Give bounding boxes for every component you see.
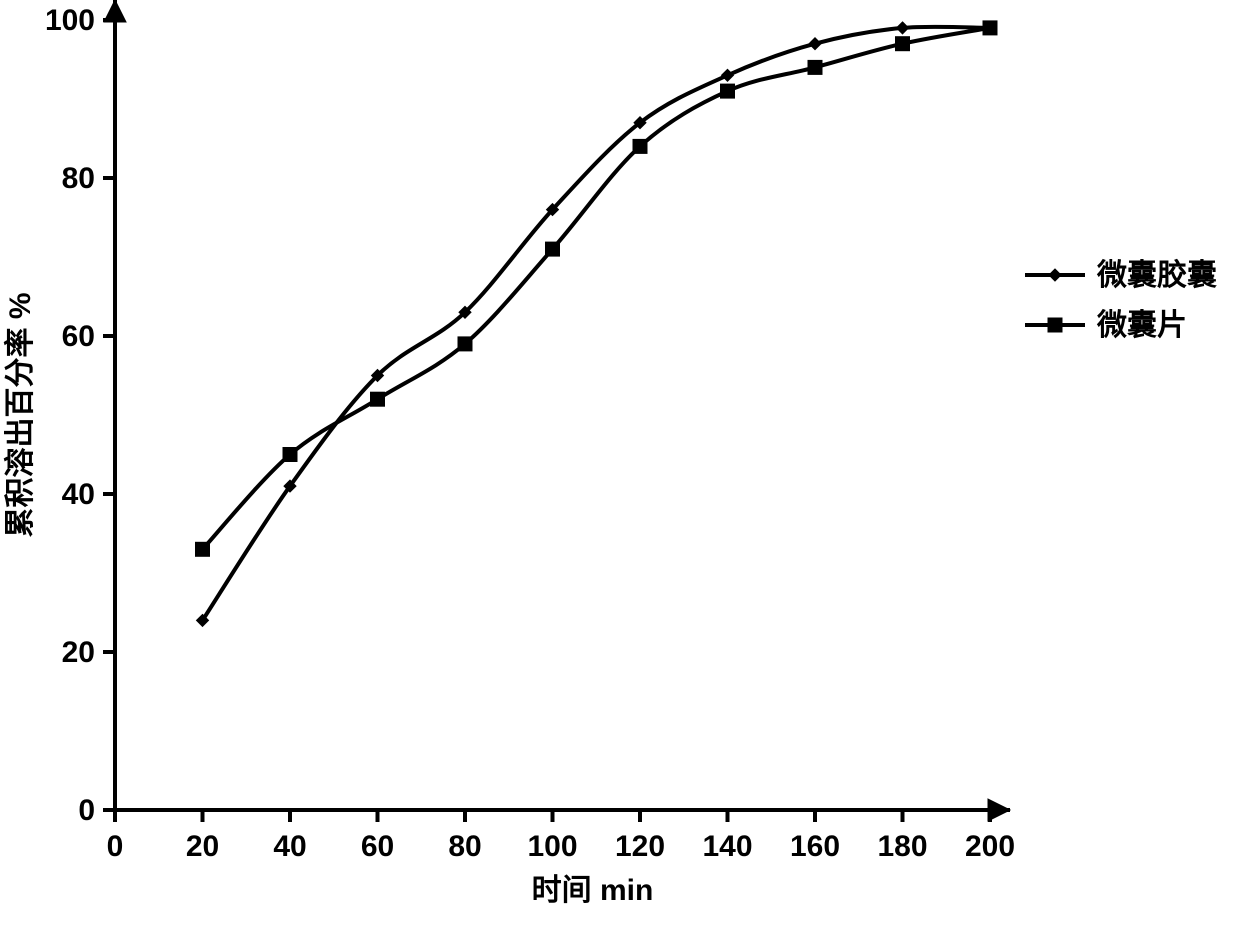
series-marker-microcapsule-tablet (283, 448, 297, 462)
legend-marker-microcapsule-capsule (1049, 269, 1061, 281)
y-tick-label: 40 (62, 478, 95, 511)
x-tick-label: 140 (702, 830, 752, 863)
dissolution-line-chart: 0 20 40 60 80 100 120 140 160 180 200 0 20 40 60 80 100 时… (0, 0, 1240, 926)
series-marker-microcapsule-tablet (983, 21, 997, 35)
series-marker-microcapsule-tablet (721, 84, 735, 98)
series-marker-microcapsule-capsule (809, 38, 821, 50)
x-tick-label: 160 (790, 830, 840, 863)
y-axis-title: 累积溶出百分率 % (3, 292, 37, 537)
series-marker-microcapsule-tablet (458, 337, 472, 351)
x-tick-label: 120 (615, 830, 665, 863)
x-tick-label: 80 (448, 830, 481, 863)
x-tick-label: 200 (965, 830, 1015, 863)
x-tick-label: 60 (361, 830, 394, 863)
legend-label-microcapsule-tablet: 微囊片 (1096, 309, 1187, 342)
x-tick-label: 0 (107, 830, 124, 863)
y-tick-label: 100 (45, 4, 95, 37)
series-marker-microcapsule-tablet (633, 139, 647, 153)
series-marker-microcapsule-capsule (722, 69, 734, 81)
y-tick-label: 20 (62, 636, 95, 669)
series-marker-microcapsule-tablet (196, 542, 210, 556)
y-tick-label: 60 (62, 320, 95, 353)
chart-svg: 0 20 40 60 80 100 120 140 160 180 200 0 20 40 60 80 100 时… (0, 0, 1240, 926)
legend-marker-microcapsule-tablet (1048, 318, 1062, 332)
series-marker-microcapsule-tablet (371, 392, 385, 406)
series-line-microcapsule-tablet (203, 28, 991, 549)
series-marker-microcapsule-tablet (896, 37, 910, 51)
x-tick-label: 40 (273, 830, 306, 863)
x-axis-title: 时间 min (532, 874, 654, 907)
series-marker-microcapsule-tablet (808, 60, 822, 74)
series-marker-microcapsule-capsule (897, 22, 909, 34)
x-tick-label: 20 (186, 830, 219, 863)
x-tick-label: 180 (877, 830, 927, 863)
x-tick-label: 100 (527, 830, 577, 863)
legend-label-microcapsule-capsule: 微囊胶囊 (1096, 258, 1217, 292)
y-tick-label: 0 (78, 794, 95, 827)
series-marker-microcapsule-tablet (546, 242, 560, 256)
y-tick-label: 80 (62, 162, 95, 195)
series-line-microcapsule-capsule (203, 27, 991, 621)
